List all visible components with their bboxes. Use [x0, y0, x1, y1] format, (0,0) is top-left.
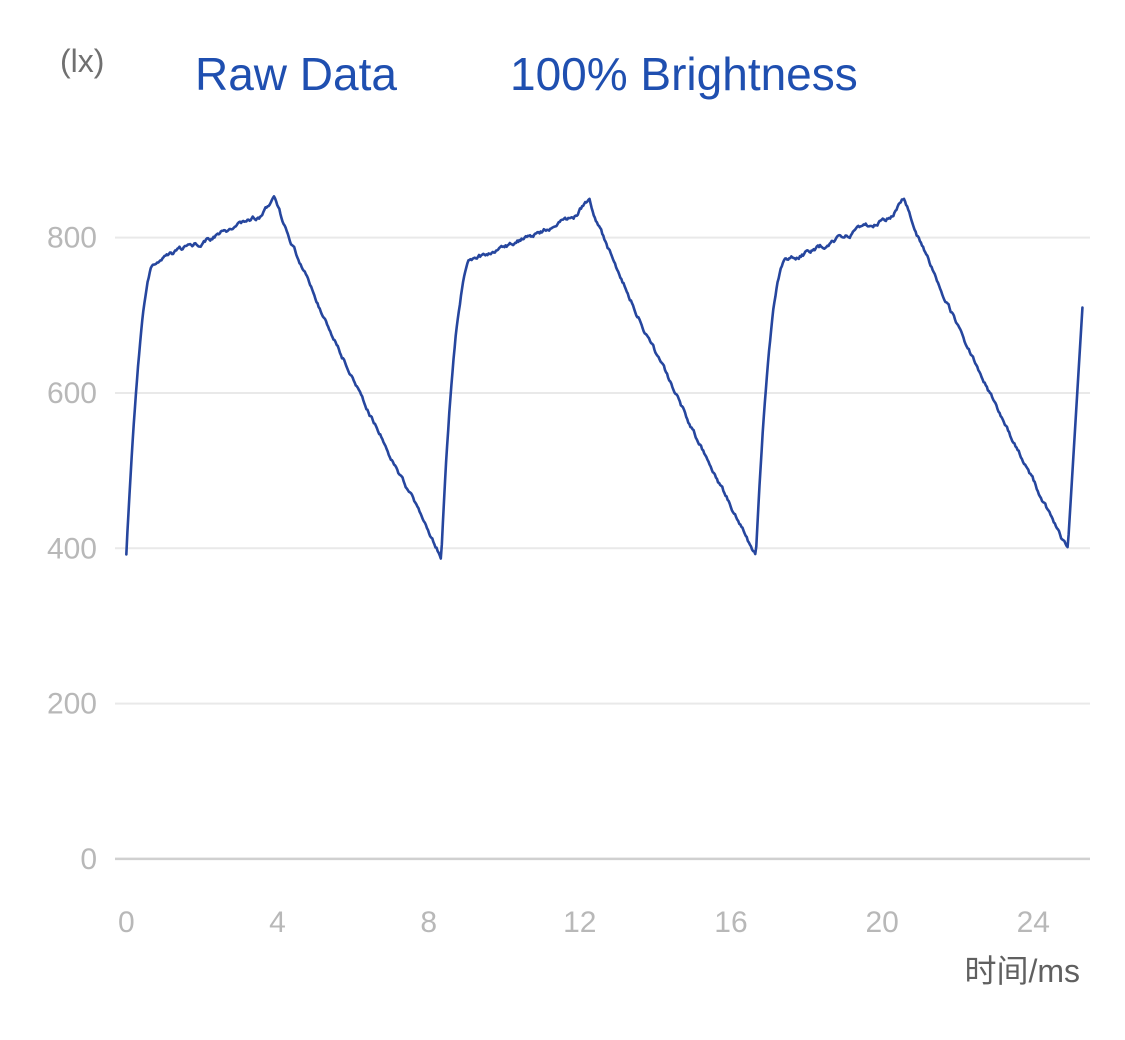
data-series [126, 196, 1082, 558]
y-tick-label: 400 [47, 532, 97, 565]
tick-labels: 0 200 400 600 800 0 4 8 12 16 20 24 [47, 222, 1050, 939]
series-line [126, 196, 1082, 558]
chart-title-left: Raw Data [195, 48, 397, 100]
x-tick-label: 12 [563, 906, 596, 939]
chart-title-right: 100% Brightness [510, 48, 858, 100]
x-tick-label: 8 [420, 906, 437, 939]
x-tick-label: 24 [1017, 906, 1050, 939]
y-tick-label: 600 [47, 377, 97, 410]
chart-container: 0 200 400 600 800 0 4 8 12 16 20 24 (lx) Raw Data 1… [0, 0, 1125, 1040]
y-tick-label: 200 [47, 688, 97, 721]
y-tick-label: 800 [47, 222, 97, 255]
y-axis-unit-label: (lx) [60, 43, 104, 79]
x-tick-label: 0 [118, 906, 135, 939]
x-tick-label: 20 [865, 906, 898, 939]
gridlines [115, 238, 1090, 859]
y-tick-label: 0 [80, 843, 97, 876]
brightness-line-chart: 0 200 400 600 800 0 4 8 12 16 20 24 (lx) Raw Data 1… [0, 0, 1125, 1040]
x-tick-label: 16 [714, 906, 747, 939]
x-axis-label: 时间/ms [964, 953, 1080, 989]
x-tick-label: 4 [269, 906, 286, 939]
